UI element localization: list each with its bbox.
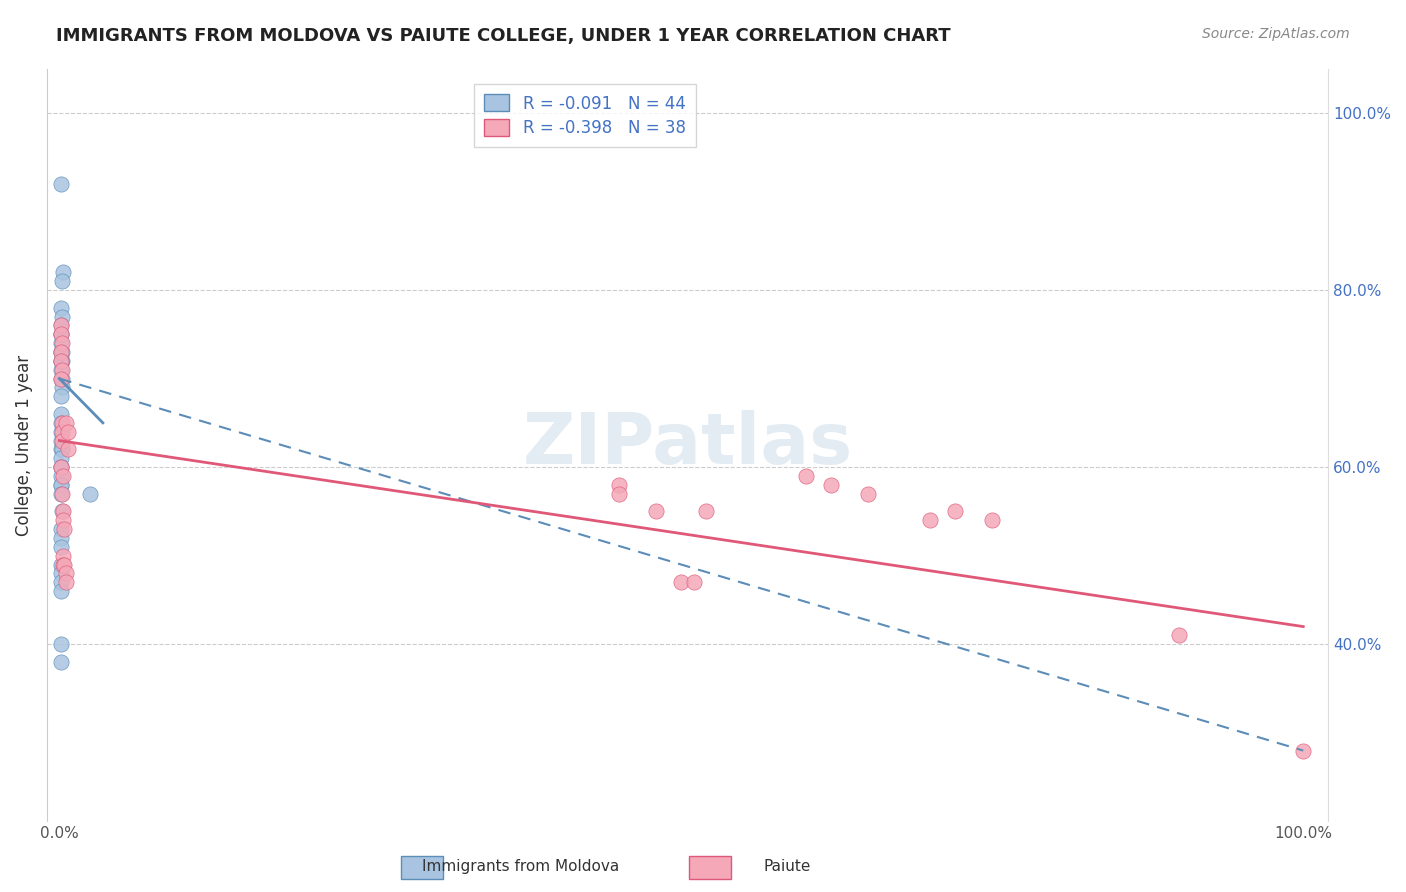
- Point: [49, 407, 72, 421]
- Point: [49, 345, 72, 359]
- Point: [51, 354, 73, 368]
- Point: [49, 327, 72, 342]
- FancyBboxPatch shape: [689, 856, 731, 879]
- Point: [49, 469, 72, 483]
- Point: [49, 371, 72, 385]
- Point: [1292, 743, 1315, 757]
- FancyBboxPatch shape: [401, 856, 443, 879]
- Point: [49, 575, 72, 590]
- Point: [51, 425, 73, 439]
- Point: [55, 575, 77, 590]
- Point: [981, 513, 1004, 527]
- Text: Paiute: Paiute: [763, 859, 811, 874]
- Point: [52, 265, 75, 279]
- Point: [49, 177, 72, 191]
- Point: [49, 460, 72, 475]
- Legend: R = -0.091   N = 44, R = -0.398   N = 38: R = -0.091 N = 44, R = -0.398 N = 38: [474, 85, 696, 147]
- Point: [49, 327, 72, 342]
- Point: [51, 504, 73, 518]
- Point: [820, 478, 842, 492]
- Point: [49, 655, 72, 669]
- Point: [51, 362, 73, 376]
- Point: [56, 442, 79, 457]
- Point: [52, 558, 75, 572]
- Point: [1167, 628, 1189, 642]
- Point: [51, 442, 73, 457]
- Text: ZIPatlas: ZIPatlas: [523, 410, 852, 480]
- Point: [671, 575, 693, 590]
- Point: [645, 504, 668, 518]
- Point: [49, 416, 72, 430]
- Point: [49, 486, 72, 500]
- Point: [49, 637, 72, 651]
- Text: Source: ZipAtlas.com: Source: ZipAtlas.com: [1202, 27, 1350, 41]
- Point: [52, 513, 75, 527]
- Point: [920, 513, 942, 527]
- Point: [49, 558, 72, 572]
- Point: [49, 531, 72, 545]
- Point: [943, 504, 966, 518]
- Point: [607, 486, 630, 500]
- Point: [51, 310, 73, 324]
- Point: [51, 434, 73, 448]
- Point: [49, 442, 72, 457]
- Point: [49, 354, 72, 368]
- Point: [51, 274, 73, 288]
- Point: [49, 584, 72, 599]
- Point: [49, 425, 72, 439]
- Point: [49, 434, 72, 448]
- Point: [49, 540, 72, 554]
- Point: [52, 504, 75, 518]
- Point: [856, 486, 879, 500]
- Y-axis label: College, Under 1 year: College, Under 1 year: [15, 354, 32, 535]
- Point: [56, 425, 79, 439]
- Point: [607, 478, 630, 492]
- Point: [49, 389, 72, 403]
- Point: [53, 558, 76, 572]
- Text: Immigrants from Moldova: Immigrants from Moldova: [422, 859, 619, 874]
- Point: [49, 354, 72, 368]
- Point: [49, 318, 72, 333]
- Point: [682, 575, 704, 590]
- Point: [49, 362, 72, 376]
- Point: [49, 460, 72, 475]
- Point: [49, 478, 72, 492]
- Point: [49, 318, 72, 333]
- Point: [52, 469, 75, 483]
- Point: [49, 301, 72, 315]
- Point: [51, 345, 73, 359]
- Point: [49, 327, 72, 342]
- Point: [55, 566, 77, 581]
- Point: [794, 469, 817, 483]
- Point: [49, 345, 72, 359]
- Point: [52, 549, 75, 563]
- Point: [51, 416, 73, 430]
- Point: [49, 345, 72, 359]
- Point: [51, 336, 73, 351]
- Point: [49, 566, 72, 581]
- Point: [49, 522, 72, 536]
- Point: [79, 486, 101, 500]
- Point: [49, 336, 72, 351]
- Point: [49, 460, 72, 475]
- Point: [49, 451, 72, 466]
- Point: [49, 478, 72, 492]
- Point: [55, 416, 77, 430]
- Point: [49, 371, 72, 385]
- Point: [53, 522, 76, 536]
- Point: [51, 486, 73, 500]
- Point: [51, 380, 73, 394]
- Text: IMMIGRANTS FROM MOLDOVA VS PAIUTE COLLEGE, UNDER 1 YEAR CORRELATION CHART: IMMIGRANTS FROM MOLDOVA VS PAIUTE COLLEG…: [56, 27, 950, 45]
- Point: [49, 354, 72, 368]
- Point: [51, 371, 73, 385]
- Point: [695, 504, 717, 518]
